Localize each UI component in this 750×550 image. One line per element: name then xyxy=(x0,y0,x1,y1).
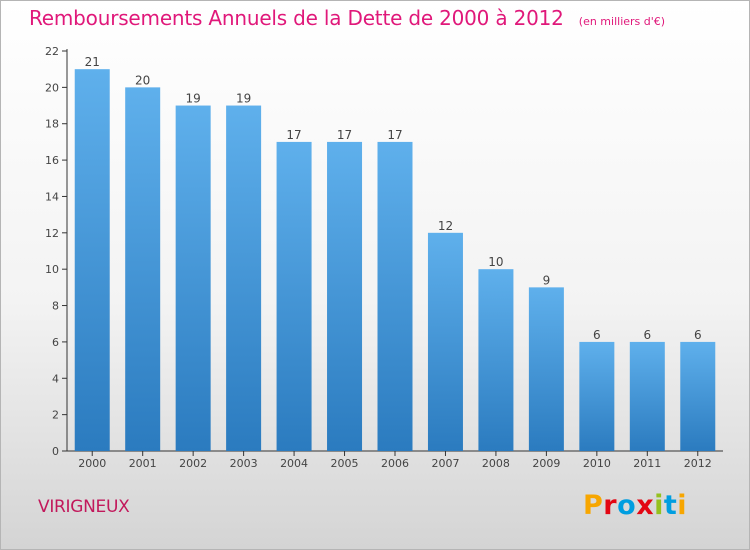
proxiti-logo: Proxiti xyxy=(583,490,687,521)
bar xyxy=(377,141,413,451)
bar-value-label: 17 xyxy=(387,128,402,142)
x-tick-label: 2004 xyxy=(280,457,308,470)
y-tick-label: 0 xyxy=(52,445,59,458)
bar-value-label: 19 xyxy=(186,92,201,106)
bar xyxy=(226,105,262,451)
x-tick-label: 2009 xyxy=(532,457,560,470)
x-tick-label: 2010 xyxy=(583,457,611,470)
x-tick-label: 2005 xyxy=(331,457,359,470)
bar-value-label: 19 xyxy=(236,92,251,106)
bar xyxy=(579,341,615,451)
bar-value-label: 6 xyxy=(694,328,702,342)
x-tick-label: 2012 xyxy=(684,457,712,470)
bar-value-label: 21 xyxy=(85,55,100,69)
bar xyxy=(478,269,514,451)
bar xyxy=(427,232,463,451)
bar-value-label: 17 xyxy=(286,128,301,142)
y-tick-label: 16 xyxy=(45,154,59,167)
bar xyxy=(327,141,363,451)
logo-letter: P xyxy=(583,490,604,521)
x-tick-label: 2001 xyxy=(129,457,157,470)
x-tick-label: 2003 xyxy=(230,457,258,470)
logo-letter: r xyxy=(603,490,618,521)
bar xyxy=(528,287,564,451)
y-tick-label: 22 xyxy=(45,45,59,58)
x-tick-label: 2008 xyxy=(482,457,510,470)
x-tick-label: 2002 xyxy=(179,457,207,470)
bar xyxy=(175,105,211,451)
bar xyxy=(276,141,312,451)
y-tick-label: 20 xyxy=(45,81,59,94)
y-tick-label: 8 xyxy=(52,300,59,313)
bar-value-label: 10 xyxy=(488,255,503,269)
y-tick-label: 10 xyxy=(45,263,59,276)
bar-value-label: 17 xyxy=(337,128,352,142)
bar xyxy=(680,341,716,451)
bar xyxy=(74,69,110,451)
x-tick-label: 2007 xyxy=(431,457,459,470)
title-text: Remboursements Annuels de la Dette de 20… xyxy=(29,6,564,30)
x-tick-label: 2011 xyxy=(633,457,661,470)
y-tick-label: 14 xyxy=(45,190,59,203)
logo-letter: t xyxy=(663,490,678,521)
bar-value-label: 6 xyxy=(643,328,651,342)
bar xyxy=(125,87,161,451)
y-tick-label: 4 xyxy=(52,372,59,385)
bar-value-label: 20 xyxy=(135,73,150,87)
logo-letter: x xyxy=(636,490,655,521)
bar-value-label: 12 xyxy=(438,219,453,233)
commune-name: VIRIGNEUX xyxy=(38,497,130,517)
chart-title: Remboursements Annuels de la Dette de 20… xyxy=(29,6,665,30)
bar-value-label: 9 xyxy=(543,273,551,287)
y-tick-label: 6 xyxy=(52,336,59,349)
x-tick-label: 2006 xyxy=(381,457,409,470)
y-tick-label: 18 xyxy=(45,118,59,131)
y-tick-label: 2 xyxy=(52,409,59,422)
y-tick-label: 12 xyxy=(45,227,59,240)
logo-letter: i xyxy=(654,490,664,521)
bar-value-label: 6 xyxy=(593,328,601,342)
title-unit: (en milliers d'€) xyxy=(578,15,666,28)
x-tick-label: 2000 xyxy=(78,457,106,470)
bar xyxy=(629,341,665,451)
logo-letter: i xyxy=(677,490,688,521)
logo-letter: o xyxy=(617,490,637,521)
